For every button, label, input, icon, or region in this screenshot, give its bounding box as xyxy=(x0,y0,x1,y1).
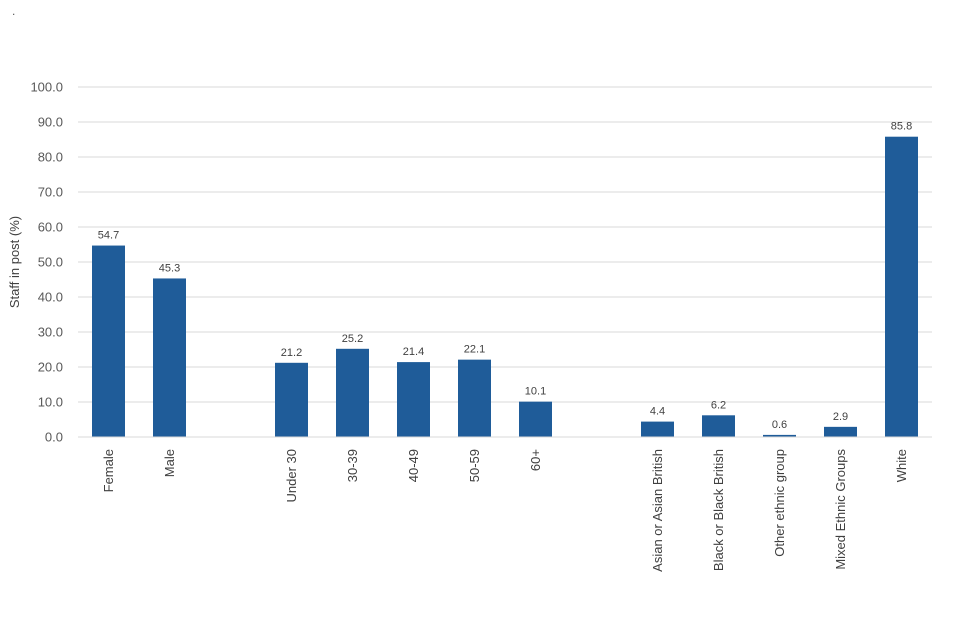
bar xyxy=(153,278,186,437)
x-tick-label: Asian or Asian British xyxy=(650,449,665,572)
data-label: 22.1 xyxy=(464,344,485,356)
x-tick-label: Mixed Ethnic Groups xyxy=(833,449,848,570)
bar xyxy=(885,136,918,437)
x-tick-label: White xyxy=(894,449,909,482)
bar xyxy=(641,421,674,437)
y-tick-label: 80.0 xyxy=(38,150,63,165)
y-tick-label: 0.0 xyxy=(45,430,63,445)
corner-mark: . xyxy=(12,4,16,18)
x-tick-label: 60+ xyxy=(528,449,543,471)
y-tick-label: 50.0 xyxy=(38,255,63,270)
bar xyxy=(519,401,552,437)
x-tick-label: Other ethnic group xyxy=(772,449,787,557)
y-tick-label: 40.0 xyxy=(38,290,63,305)
y-tick-label: 20.0 xyxy=(38,360,63,375)
gridlines xyxy=(78,86,932,403)
data-label: 45.3 xyxy=(159,262,180,274)
bar xyxy=(763,434,796,437)
bar xyxy=(336,348,369,437)
data-label: 54.7 xyxy=(98,230,119,242)
y-tick-label: 70.0 xyxy=(38,185,63,200)
x-tick-label: Male xyxy=(162,449,177,477)
y-axis-ticks: 0.0 10.0 20.0 30.0 40.0 50.0 60.0 70.0 80.0 90.0 1… xyxy=(30,80,63,445)
bar xyxy=(397,362,430,437)
data-label: 25.2 xyxy=(342,333,363,345)
data-label: 85.8 xyxy=(891,121,912,133)
data-label: 0.6 xyxy=(772,419,787,431)
bar xyxy=(92,245,125,437)
x-tick-label: 30-39 xyxy=(345,449,360,482)
bar xyxy=(702,415,735,437)
data-label: 21.4 xyxy=(403,346,424,358)
bar xyxy=(824,426,857,437)
x-tick-label: Black or Black British xyxy=(711,449,726,571)
bars: 54.7 45.3 21.2 25.2 21.4 22.1 10.1 4.4 6.2 0.6 2.9… xyxy=(92,121,918,437)
x-tick-label: 40-49 xyxy=(406,449,421,482)
x-tick-label: Female xyxy=(101,449,116,492)
data-label: 4.4 xyxy=(650,406,665,418)
data-label: 21.2 xyxy=(281,347,302,359)
y-tick-label: 100.0 xyxy=(30,80,63,95)
x-tick-label: 50-59 xyxy=(467,449,482,482)
x-tick-label: Under 30 xyxy=(284,449,299,502)
y-tick-label: 60.0 xyxy=(38,220,63,235)
y-tick-label: 30.0 xyxy=(38,325,63,340)
data-label: 2.9 xyxy=(833,411,848,423)
y-tick-label: 90.0 xyxy=(38,115,63,130)
x-axis-ticks: Female Male Under 30 30-39 40-49 50-59 60+ Asia… xyxy=(101,449,909,572)
bar xyxy=(458,359,491,437)
data-label: 6.2 xyxy=(711,399,726,411)
y-tick-label: 10.0 xyxy=(38,395,63,410)
bar xyxy=(275,362,308,437)
data-label: 10.1 xyxy=(525,386,546,398)
y-axis-label: Staff in post (%) xyxy=(7,216,22,308)
